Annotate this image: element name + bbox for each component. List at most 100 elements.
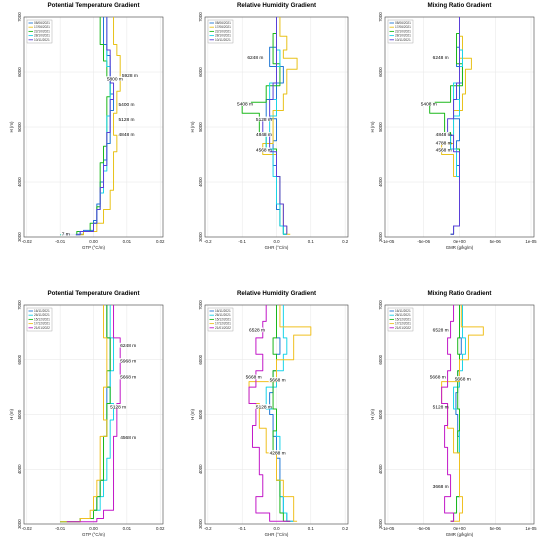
height-annotation: 5408 m (421, 101, 437, 107)
series-line-2 (60, 17, 121, 236)
x-tick-label: 0.01 (123, 239, 132, 244)
series-line-4 (60, 17, 111, 236)
height-annotation: 6248 m (120, 343, 136, 349)
y-axis-label: H (m) (370, 408, 375, 420)
y-tick-label: 3000 (17, 519, 22, 529)
legend-entry: 08/06/2021 (215, 21, 231, 25)
height-annotation: 6528 m (433, 328, 449, 334)
legend-entry: 28/10/2021 (395, 34, 411, 38)
x-tick-label: -0.1 (238, 239, 246, 244)
y-tick-label: 7000 (378, 12, 383, 22)
legend-entry: 17/06/2021 (215, 25, 231, 29)
panel-1: Potential Temperature Gradient -0.02 -0.01… (9, 2, 165, 250)
x-axis-label: GHR (°C/m) (265, 245, 289, 250)
legend-entry: 26/11/2021 (395, 313, 411, 317)
annotation-bg (119, 358, 135, 363)
y-tick-label: 5000 (17, 122, 22, 132)
annotation-bg (268, 377, 284, 382)
y-axis-label: H (m) (9, 121, 14, 133)
x-tick-label: 0.00 (89, 526, 98, 531)
chart-title: Relative Humidity Gradient (237, 290, 316, 297)
y-tick-label: 4000 (17, 464, 22, 474)
panel-6: Mixing Ratio Gradient -1e-05 -5e-06 0e+00 5e… (370, 290, 537, 537)
legend-entry: 16/11/2021 (215, 309, 231, 313)
x-tick-label: 0.1 (308, 239, 315, 244)
y-tick-label: 7000 (378, 300, 383, 310)
height-annotation: 4848 m (119, 132, 135, 138)
legend-entry: 21/01/2022 (215, 326, 231, 330)
legend-entry: 17/12/2021 (395, 322, 411, 326)
y-tick-label: 5000 (378, 122, 383, 132)
series-line-3 (60, 17, 111, 236)
height-annotation: 6248 m (247, 55, 263, 61)
series-line-3 (272, 305, 291, 522)
y-tick-label: 7000 (198, 12, 203, 22)
annotation-bg (248, 327, 264, 333)
y-tick-label: 5000 (198, 409, 203, 419)
y-tick-label: 4000 (378, 177, 383, 187)
legend-entry: 15/12/2021 (34, 317, 50, 321)
y-tick-label: 6000 (17, 354, 22, 364)
series-line-4 (265, 17, 287, 235)
x-tick-label: 0.2 (342, 526, 349, 531)
y-tick-label: 5000 (17, 409, 22, 419)
y-tick-label: 4000 (198, 177, 203, 187)
y-tick-label: 4000 (17, 177, 22, 187)
legend-entry: 10/11/2021 (215, 38, 231, 42)
x-tick-label: 0.02 (156, 239, 165, 244)
chart-title: Mixing Ratio Gradient (428, 290, 492, 297)
legend (387, 307, 414, 332)
x-tick-label: -0.01 (55, 526, 66, 531)
y-tick-label: 3000 (198, 232, 203, 242)
y-tick-label: 6000 (17, 67, 22, 77)
y-tick-label: 6000 (378, 67, 383, 77)
panel-5: Relative Humidity Gradient -0.2 -0.1 0.0 0.1… (190, 290, 349, 537)
height-annotation: 5128 m (119, 117, 135, 123)
x-tick-label: 0.1 (308, 526, 315, 531)
legend (207, 19, 234, 44)
annotation-bg (119, 434, 135, 440)
annotation-bg (434, 131, 450, 137)
y-axis-label: H (m) (9, 408, 14, 420)
height-annotation: 5800 m (107, 77, 123, 83)
height-annotation: 4568 m (436, 148, 452, 154)
annotation-bg (244, 374, 260, 380)
panel-3: Mixing Ratio Gradient -1e-05 -5e-06 0e+00 5e… (370, 2, 537, 250)
legend (207, 307, 234, 332)
series-line-4 (60, 305, 108, 523)
series-line-3 (429, 17, 463, 235)
chart-title: Mixing Ratio Gradient (428, 2, 492, 9)
y-axis-label: H (m) (370, 121, 375, 133)
x-axis-label: GMR (g/kg/m) (446, 245, 474, 250)
x-tick-label: 0.0 (273, 239, 280, 244)
height-annotation: 7 m (62, 232, 70, 238)
height-annotation: 4568 m (256, 148, 272, 154)
x-tick-label: -0.2 (204, 239, 212, 244)
height-annotation: 5968 m (120, 358, 136, 364)
y-tick-label: 4000 (198, 464, 203, 474)
annotation-bg (117, 101, 133, 107)
height-annotation: 3668 m (433, 484, 449, 490)
y-tick-label: 7000 (17, 12, 22, 22)
height-annotation: 5668 m (430, 375, 446, 381)
annotation-bg (254, 116, 270, 122)
legend-entry: 15/12/2021 (395, 317, 411, 321)
height-annotation: 6248 m (433, 55, 449, 61)
x-tick-label: 0.0 (273, 526, 280, 531)
y-tick-label: 3000 (378, 519, 383, 529)
series-line-3 (450, 305, 460, 522)
annotation-bg (117, 116, 133, 122)
annotation-bg (431, 404, 447, 409)
series-line-5 (248, 305, 291, 522)
height-annotation: 4848 m (436, 132, 452, 138)
legend (387, 19, 414, 44)
legend-entry: 08/06/2021 (395, 21, 411, 25)
annotation-bg (431, 484, 447, 489)
height-annotation: 5408 m (237, 101, 253, 107)
legend-entry: 10/11/2021 (395, 38, 411, 42)
annotation-bg (431, 327, 447, 333)
legend-entry: 22/10/2021 (34, 29, 50, 33)
y-tick-label: 3000 (198, 519, 203, 529)
height-annotation: 4568 m (120, 435, 136, 441)
panel-4: Potential Temperature Gradient -0.02 -0.01… (9, 290, 165, 537)
